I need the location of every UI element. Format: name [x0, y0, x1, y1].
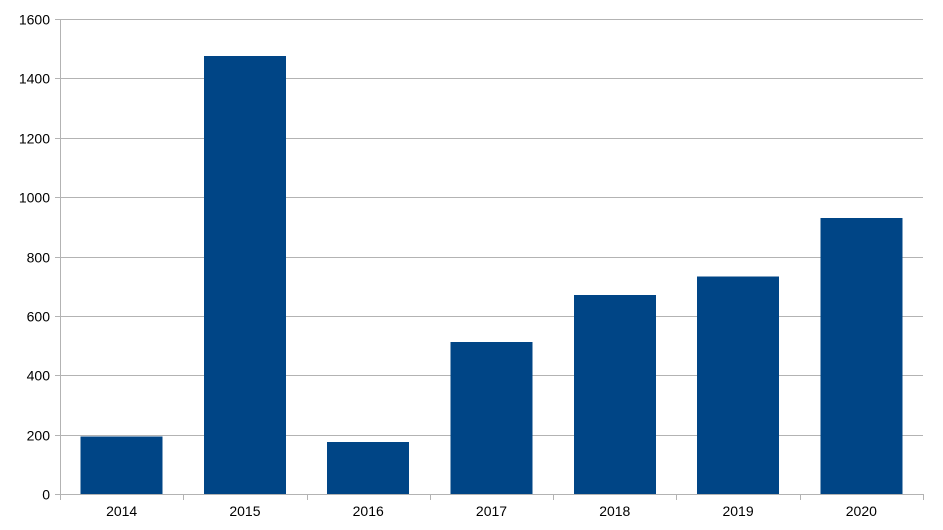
x-tick-label: 2015: [229, 503, 260, 519]
bar-2015: [203, 55, 286, 495]
axes: [55, 19, 924, 500]
bar-2020: [820, 217, 903, 494]
y-tick-label: 1200: [19, 131, 50, 147]
bar-2014: [80, 436, 163, 494]
y-tick-label: 1000: [19, 190, 50, 206]
x-tick-label: 2019: [722, 503, 753, 519]
bars: [80, 55, 903, 495]
y-tick-label: 200: [27, 428, 51, 444]
y-tick-label: 1600: [19, 12, 50, 28]
y-tick-label: 400: [27, 368, 51, 384]
bar-2017: [450, 342, 533, 494]
bar-2018: [573, 295, 656, 494]
tick-labels: 0 200 400 600 800 1000 1200 1400 1600 2014 2015 201…: [19, 12, 877, 520]
y-tick-label: 800: [27, 250, 51, 266]
x-tick-label: 2014: [106, 503, 137, 519]
y-tick-label: 600: [27, 309, 51, 325]
x-tick-label: 2016: [353, 503, 384, 519]
y-tick-label: 0: [42, 487, 50, 503]
y-tick-label: 1400: [19, 71, 50, 87]
bar-2016: [327, 441, 410, 495]
bar-2019: [697, 276, 780, 494]
gridlines: [60, 19, 923, 436]
x-tick-label: 2020: [846, 503, 877, 519]
x-tick-label: 2018: [599, 503, 630, 519]
x-tick-label: 2017: [476, 503, 507, 519]
